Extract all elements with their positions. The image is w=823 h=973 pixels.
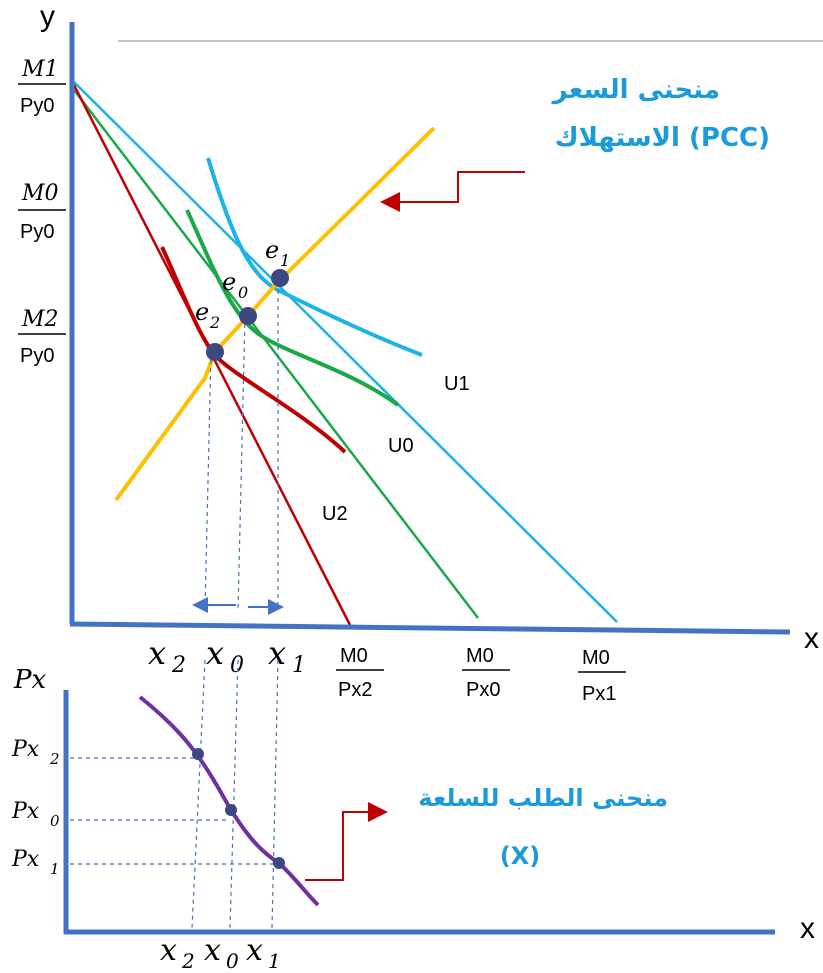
svg-text:0: 0 (226, 949, 239, 973)
svg-text:x: x (246, 933, 263, 968)
bottom-label-x0: x 0 (204, 933, 239, 973)
svg-text:e: e (195, 298, 209, 326)
svg-text:x: x (148, 634, 166, 672)
demand-label-line1: منحنى الطلب للسلعة (418, 784, 668, 812)
svg-text:2: 2 (209, 313, 220, 332)
svg-text:1: 1 (292, 653, 306, 678)
bottom-label-x1: x 1 (246, 933, 281, 973)
label-px1: Px 1 (11, 847, 60, 878)
label-u2: U2 (322, 503, 348, 525)
svg-text:Px0: Px0 (466, 679, 500, 701)
svg-text:Px: Px (11, 799, 40, 824)
svg-text:Py0: Py0 (20, 221, 54, 243)
svg-text:Px: Px (11, 847, 40, 872)
demand-pointer-arrow (305, 802, 388, 881)
label-u1: U1 (444, 373, 470, 395)
label-u0: U0 (388, 435, 414, 457)
top-y-axis-label: y (40, 0, 55, 33)
svg-text:2: 2 (171, 653, 186, 678)
label-px0: Px 0 (11, 799, 60, 830)
svg-text:x: x (268, 634, 286, 672)
top-label-x2: x 2 (148, 634, 186, 678)
demand-curve (138, 695, 320, 907)
indifference-curve-u2 (160, 246, 347, 454)
connector-x1 (271, 659, 279, 929)
top-label-x1: x 1 (268, 634, 306, 678)
budget-line-m1 (73, 81, 618, 623)
svg-text:M0: M0 (582, 647, 610, 669)
label-px2: Px 2 (11, 737, 60, 768)
demand-label-line2: (X) (500, 842, 540, 870)
pcc-label-line1: منحنى السعر (551, 75, 720, 105)
svg-text:1: 1 (50, 860, 60, 878)
svg-text:M1: M1 (21, 57, 59, 82)
x-intercept-px1: M0 Px1 (578, 647, 626, 705)
svg-text:2: 2 (49, 750, 60, 768)
svg-text:x: x (160, 933, 177, 968)
svg-text:1: 1 (280, 251, 290, 270)
connector-x0 (229, 659, 239, 929)
y-intercept-m2: M2 Py0 (18, 307, 66, 367)
demand-point-px1 (273, 857, 285, 869)
demand-point-px2 (192, 748, 204, 760)
pcc-pointer-arrow (380, 171, 525, 212)
svg-text:0: 0 (50, 812, 60, 830)
y-intercept-m1: M1 Py0 (18, 57, 66, 117)
x-intercept-px2: M0 Px2 (336, 645, 384, 701)
equilibrium-point-e2 (206, 343, 224, 361)
top-x-axis (69, 621, 791, 635)
svg-text:x: x (206, 634, 224, 672)
equilibrium-point-e1 (271, 269, 289, 287)
pcc-curve (114, 126, 436, 502)
y-intercept-m0: M0 Py0 (18, 181, 66, 243)
demand-point-px0 (225, 804, 237, 816)
svg-text:Py0: Py0 (20, 345, 54, 367)
svg-text:M0: M0 (466, 645, 494, 667)
svg-text:M0: M0 (21, 181, 59, 206)
drop-line-x2 (204, 351, 212, 611)
svg-text:x: x (204, 933, 221, 968)
svg-text:M2: M2 (21, 307, 59, 332)
top-x-axis-label: x (804, 622, 819, 655)
x-intercept-px0: M0 Px0 (462, 645, 510, 701)
bottom-x-axis-label: x (800, 912, 815, 945)
label-e1: e 1 (265, 236, 290, 270)
pcc-label-line2: الاستهلاك (PCC) (555, 123, 770, 153)
budget-line-m0 (73, 89, 479, 619)
svg-text:0: 0 (238, 283, 248, 302)
svg-text:e: e (265, 236, 279, 264)
svg-text:0: 0 (230, 653, 244, 678)
svg-text:M0: M0 (340, 645, 368, 667)
label-e2: e 2 (195, 298, 220, 332)
bottom-label-x2: x 2 (160, 933, 195, 973)
bottom-y-axis-label: Px (13, 665, 46, 695)
drop-line-x0 (237, 315, 246, 611)
svg-text:2: 2 (181, 949, 195, 973)
svg-text:Px1: Px1 (582, 683, 616, 705)
svg-text:Py0: Py0 (20, 95, 54, 117)
connector-x2 (191, 659, 206, 929)
svg-text:1: 1 (268, 949, 281, 973)
svg-text:e: e (222, 268, 236, 296)
top-label-x0: x 0 (206, 634, 244, 678)
equilibrium-point-e0 (239, 307, 257, 325)
label-e0: e 0 (222, 268, 248, 302)
indifference-curve-u0 (185, 209, 400, 407)
svg-text:Px: Px (11, 737, 40, 762)
svg-text:Px2: Px2 (338, 679, 372, 701)
